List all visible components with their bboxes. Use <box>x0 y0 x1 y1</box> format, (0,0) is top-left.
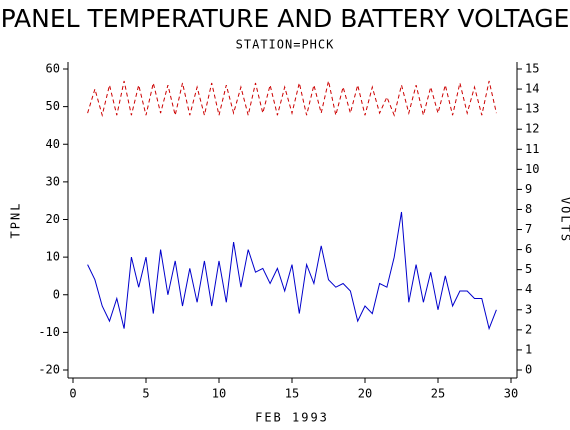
chart-title: PANEL TEMPERATURE AND BATTERY VOLTAGE <box>1 4 570 33</box>
x-tick-label: 15 <box>285 387 299 401</box>
y-tick-label: -10 <box>38 325 60 339</box>
y-tick-label: 40 <box>46 137 60 151</box>
y-tick-label: 50 <box>46 99 60 113</box>
x-tick-label: 5 <box>142 387 149 401</box>
y2-axis-label: VOLTS <box>559 197 570 243</box>
y2-tick-label: 0 <box>525 363 532 377</box>
y-tick-label: 0 <box>53 287 60 301</box>
y2-tick-label: 1 <box>525 342 532 356</box>
y-axis-label: TPNL <box>9 202 23 239</box>
y2-tick-label: 3 <box>525 302 532 316</box>
y2-tick-label: 14 <box>525 82 539 96</box>
series-line <box>87 80 497 118</box>
y2-tick-label: 2 <box>525 322 532 336</box>
y-tick-label: 20 <box>46 212 60 226</box>
y-tick-label: 30 <box>46 174 60 188</box>
y2-tick-label: 4 <box>525 282 532 296</box>
y2-tick-label: 7 <box>525 222 532 236</box>
y2-tick-label: 11 <box>525 142 539 156</box>
y2-tick-label: 15 <box>525 62 539 76</box>
x-tick-label: 20 <box>358 387 372 401</box>
chart-subtitle: STATION=PHCK <box>236 38 335 52</box>
x-tick-label: 30 <box>504 387 518 401</box>
y2-tick-label: 12 <box>525 122 539 136</box>
y2-tick-label: 9 <box>525 182 532 196</box>
series-line <box>87 211 497 331</box>
y2-tick-label: 5 <box>525 262 532 276</box>
y2-tick-label: 10 <box>525 162 539 176</box>
x-tick-label: 10 <box>212 387 226 401</box>
y2-tick-label: 8 <box>525 202 532 216</box>
y2-tick-label: 13 <box>525 102 539 116</box>
y-tick-label: 10 <box>46 250 60 264</box>
x-tick-label: 0 <box>69 387 76 401</box>
y-tick-label: -20 <box>38 363 60 377</box>
x-tick-label: 25 <box>431 387 445 401</box>
y2-tick-label: 6 <box>525 242 532 256</box>
y-tick-label: 60 <box>46 62 60 76</box>
x-axis-label: FEB 1993 <box>255 411 329 425</box>
